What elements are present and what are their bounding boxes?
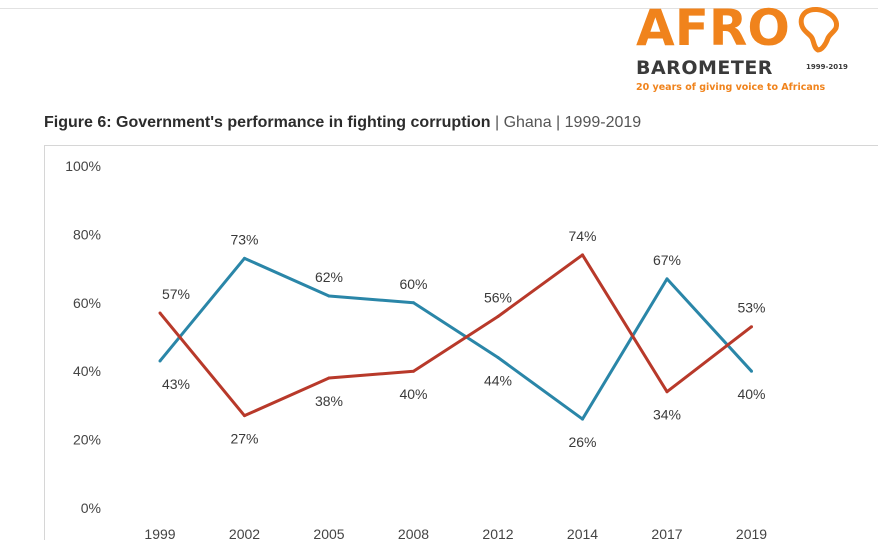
series-1-point: [243, 256, 246, 260]
series-2-point: [750, 325, 753, 329]
series-2-data-label: 40%: [399, 386, 427, 402]
series-2-point: [327, 376, 331, 380]
series-1-data-label: 40%: [737, 386, 765, 402]
series-2-point: [412, 369, 415, 373]
series-1-data-label: 62%: [315, 269, 343, 285]
series-2-point: [158, 311, 162, 315]
series-2-data-label: 27%: [230, 431, 258, 447]
y-tick-label: 20%: [73, 432, 101, 448]
y-tick-label: 60%: [73, 295, 101, 311]
series-2-data-label: 74%: [568, 228, 596, 244]
series-1-point: [327, 294, 331, 298]
logo-barometer-text: BAROMETER: [636, 57, 773, 79]
y-tick-label: 100%: [65, 158, 101, 174]
x-tick-label: 2012: [482, 526, 513, 541]
series-1-point: [158, 359, 162, 363]
top-rule: [0, 8, 878, 9]
y-tick-label: 80%: [73, 226, 101, 242]
logo-afro-text: AFRO: [636, 0, 790, 57]
y-tick-label: 40%: [73, 363, 101, 379]
afrobarometer-logo: AFRO BAROMETER 1999-2019 20 years of giv…: [632, 0, 872, 100]
chart-frame: 0% 20% 40% 60% 80% 100% 1999 2002 2005 2008 2012 20…: [44, 145, 878, 541]
series-1-point: [496, 356, 500, 360]
series-2-point: [665, 390, 669, 394]
x-tick-label: 2008: [398, 526, 429, 541]
x-tick-label: 2002: [229, 526, 260, 541]
series-1-line: [158, 256, 753, 421]
x-tick-label: 2005: [313, 526, 344, 541]
series-1-data-label: 67%: [653, 252, 681, 268]
logo-tagline: 20 years of giving voice to Africans: [636, 82, 826, 93]
series-2-point: [581, 253, 584, 257]
series-1-data-label: 26%: [568, 434, 596, 450]
series-1-data-label: 44%: [484, 373, 512, 389]
series-2-data-label: 57%: [162, 286, 190, 302]
series-1-data-label: 73%: [230, 231, 258, 247]
africa-map-icon: [798, 7, 839, 53]
series-1-point: [412, 301, 415, 305]
series-1-point: [750, 369, 753, 373]
x-tick-label: 2019: [736, 526, 767, 541]
figure-title-main: Figure 6: Government's performance in fi…: [44, 114, 491, 131]
series-1-data-label: 60%: [399, 276, 427, 292]
figure-title: Figure 6: Government's performance in fi…: [44, 114, 641, 132]
line-chart: 0% 20% 40% 60% 80% 100% 1999 2002 2005 2008 2012 20…: [65, 158, 767, 541]
series-2-point: [243, 414, 246, 418]
figure-title-sub: | Ghana | 1999-2019: [490, 114, 642, 131]
series-1-point: [665, 277, 669, 281]
series-2-line: [158, 253, 753, 418]
series-1-point: [581, 417, 584, 421]
series-2-point: [496, 314, 500, 318]
x-tick-label: 2014: [567, 526, 598, 541]
series-2-data-label: 53%: [737, 300, 765, 316]
x-tick-label: 1999: [144, 526, 175, 541]
x-tick-label: 2017: [651, 526, 682, 541]
series-2-data-label: 56%: [484, 289, 512, 305]
y-tick-label: 0%: [81, 500, 101, 516]
series-2-data-label: 34%: [653, 407, 681, 423]
series-2-data-label: 38%: [315, 393, 343, 409]
logo-years: 1999-2019: [806, 63, 848, 71]
series-1-data-label: 43%: [162, 376, 190, 392]
